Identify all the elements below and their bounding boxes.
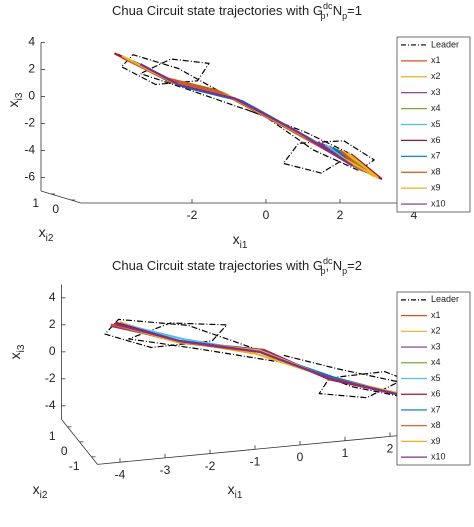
- x-tick-label: 2: [337, 208, 344, 222]
- x-axis-label-base: x: [228, 481, 235, 497]
- legend-label: x9: [431, 183, 441, 193]
- x-tick-label: 4: [411, 208, 418, 222]
- title-part: Chua Circuit state trajectories with G: [112, 258, 323, 273]
- z-axis-label-base: x: [7, 352, 23, 359]
- chart: Chua Circuit state trajectories with Gdc…: [5, 1, 471, 251]
- z-axis-label-base: x: [5, 100, 21, 107]
- y-axis-label-base: x: [39, 224, 46, 240]
- chart: Chua Circuit state trajectories with Gdc…: [7, 256, 471, 501]
- x-axis-label-sub: i1: [240, 240, 248, 251]
- x-tick-label: 0: [263, 208, 270, 222]
- x-tick-label: 1: [342, 446, 349, 460]
- x-axis-label: xi1: [228, 481, 243, 501]
- legend-label: x6: [431, 135, 441, 145]
- y-axis-label-base: x: [33, 481, 40, 497]
- title-part: p: [321, 266, 326, 276]
- x-tick-label: -1: [250, 454, 261, 468]
- legend-label: x6: [431, 389, 441, 399]
- x-tick-label: -4: [115, 467, 126, 481]
- legend-label: x1: [431, 55, 441, 65]
- x-tick-label: 0: [297, 450, 304, 464]
- legend-label: x4: [431, 103, 441, 113]
- y-axis-label-sub: i2: [40, 490, 48, 501]
- title-part: dc: [323, 1, 333, 11]
- z-tick-label: 0: [49, 344, 56, 358]
- legend-label: Leader: [431, 39, 459, 49]
- y-tick-label: 0: [52, 202, 59, 216]
- z-axis-label-sub: i3: [14, 92, 25, 100]
- z-axis-label-sub: i3: [16, 344, 27, 352]
- x-axis-label-base: x: [233, 231, 240, 247]
- legend-label: x8: [431, 420, 441, 430]
- z-tick-label: -2: [45, 371, 56, 385]
- title-part: =2: [347, 258, 362, 273]
- title-part: p: [342, 11, 347, 21]
- legend-label: x10: [431, 452, 446, 462]
- z-tick-label: 4: [49, 290, 56, 304]
- x-tick-label: 2: [387, 442, 394, 456]
- y-tick-label: 1: [49, 429, 56, 443]
- title-part: , N: [326, 258, 343, 273]
- legend-label: x1: [431, 310, 441, 320]
- legend-label: Leader: [431, 294, 459, 304]
- x-tick-label: -3: [160, 463, 171, 477]
- trajectory: [139, 63, 353, 167]
- legend-label: x3: [431, 87, 441, 97]
- x-tick-label: -2: [187, 208, 198, 222]
- trajectory: [114, 322, 405, 397]
- chart-title: Chua Circuit state trajectories with Gdc…: [112, 1, 362, 21]
- title-part: =1: [347, 3, 362, 18]
- x-axis-label: xi1: [233, 231, 248, 251]
- legend-label: x5: [431, 373, 441, 383]
- title-part: p: [321, 11, 326, 21]
- title-part: p: [342, 266, 347, 276]
- z-axis-label: xi3: [7, 344, 27, 359]
- y-tick-label: -1: [69, 459, 80, 473]
- y-axis: [40, 190, 82, 204]
- z-tick-label: -4: [45, 398, 56, 412]
- z-tick-label: 2: [49, 317, 56, 331]
- y-tick-label: 0: [61, 444, 68, 458]
- title-part: Chua Circuit state trajectories with G: [112, 3, 323, 18]
- x-tick-label: -2: [205, 459, 216, 473]
- x-axis-label-sub: i1: [235, 490, 243, 501]
- z-tick-label: -4: [24, 143, 35, 157]
- y-tick-label: 1: [32, 196, 39, 210]
- legend-label: x2: [431, 326, 441, 336]
- z-tick-label: 0: [28, 89, 35, 103]
- chart-title: Chua Circuit state trajectories with Gdc…: [112, 256, 362, 276]
- title-part: , N: [326, 3, 343, 18]
- legend-label: x10: [431, 198, 446, 208]
- legend-label: x8: [431, 167, 441, 177]
- z-tick-label: -6: [24, 170, 35, 184]
- legend-label: x5: [431, 119, 441, 129]
- z-tick-label: 4: [28, 35, 35, 49]
- z-tick-label: -2: [24, 116, 35, 130]
- legend-label: x3: [431, 341, 441, 351]
- y-axis-label-sub: i2: [46, 233, 54, 244]
- legend-label: x2: [431, 71, 441, 81]
- legend-label: x7: [431, 151, 441, 161]
- y-axis-label: xi2: [33, 481, 48, 501]
- z-axis-label: xi3: [5, 92, 25, 107]
- z-tick-label: 2: [28, 62, 35, 76]
- legend-label: x7: [431, 404, 441, 414]
- title-part: dc: [323, 256, 333, 266]
- legend-label: x4: [431, 357, 441, 367]
- legend-label: x9: [431, 436, 441, 446]
- y-axis-label: xi2: [39, 224, 54, 244]
